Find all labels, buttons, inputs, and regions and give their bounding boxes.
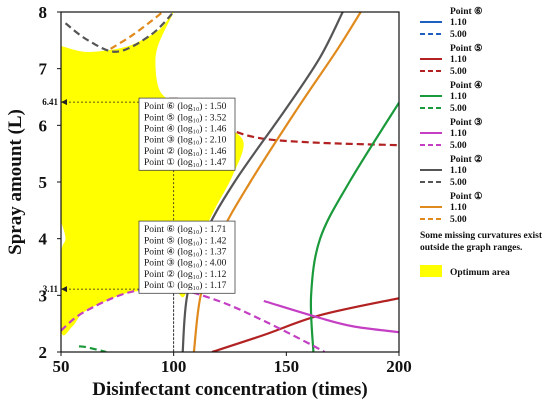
legend-style-label: 1.10 [450,55,467,65]
curve-series-5-dashed [64,12,175,53]
curve-series-5-solid [181,12,344,352]
legend-style-label: 1.10 [450,166,467,176]
annotation-line: Point ③ (log₁₀) : 2.10 [144,135,227,146]
annotation-line: Point ④ (log₁₀) : 1.37 [144,247,227,258]
legend-style-label: 5.00 [450,215,467,225]
annotation-line: Point ② (log₁₀) : 1.12 [144,269,227,280]
annotation-line: Point ① (log₁₀) : 1.17 [144,280,227,291]
legend-style-label: 5.00 [450,67,467,77]
legend-style-label: 5.00 [450,30,467,40]
curve-series-3-dashed [78,345,107,352]
annotation-line: Point ⑥ (log₁₀) : 1.50 [144,101,227,112]
y-tick-label-3: 3 [39,286,48,305]
annotation-line: Point ⑤ (log₁₀) : 1.42 [144,235,227,246]
legend-entry-title: Point ① [450,191,483,202]
annotation-line: Point ④ (log₁₀) : 1.46 [144,124,227,135]
legend-note-line: Some missing curvatures exist [420,231,543,241]
legend-optimum-swatch [420,265,442,277]
legend-style-label: 1.10 [450,203,467,213]
legend-entry-title: Point ③ [450,117,483,128]
x-tick-label-200: 200 [386,357,412,376]
legend-entry-title: Point ⑤ [450,43,483,54]
highlight-y-label-1: 6.41 [42,97,58,107]
y-tick-label-5: 5 [39,173,48,192]
x-tick-label-50: 50 [53,357,70,376]
annotation-line: Point ⑥ (log₁₀) : 1.71 [144,224,227,235]
legend-style-label: 1.10 [450,92,467,102]
curve-series-3-solid [309,102,399,352]
annotation-box-1 [138,97,236,171]
legend-style-label: 1.10 [450,18,467,28]
guide-arrow-1 [61,99,67,106]
curve-series-4-solid [263,299,399,334]
annotation-line: Point ① (log₁₀) : 1.47 [144,157,227,168]
legend-entry-title: Point ⑥ [450,6,483,17]
curve-series-2-solid [211,297,399,352]
legend-style-label: 5.00 [450,178,467,188]
annotation-box-2 [138,220,236,294]
tick-layer: 50 100 150 200 2 3 4 5 6 7 8 [39,3,412,376]
y-axis-label: Spray amount (L) [5,109,26,255]
y-tick-label-6: 6 [39,116,48,135]
guide-arrow-2 [61,286,67,293]
legend-style-label: 1.10 [450,129,467,139]
optimum-area-layer [61,12,244,336]
annotation-line: Point ⑤ (log₁₀) : 3.52 [144,112,227,123]
legend-optimum-label: Optimum area [450,268,510,278]
curve-series-6-dashed [110,12,164,50]
annotation-line: Point ② (log₁₀) : 1.46 [144,146,227,157]
y-tick-label-8: 8 [39,3,48,22]
highlight-y-label-2: 3.11 [43,284,59,294]
legend-note-line: outside the graph ranges. [420,243,522,253]
x-tick-label-150: 150 [274,357,300,376]
x-tick-label-100: 100 [161,357,187,376]
legend-entry-title: Point ④ [450,80,483,91]
optimum-area [61,12,244,336]
curve-series-6-solid [192,12,362,352]
y-tick-label-4: 4 [39,230,48,249]
legend-style-label: 5.00 [450,141,467,151]
legend-entry-title: Point ② [450,154,483,165]
y-tick-label-7: 7 [39,60,48,79]
legend-style-label: 5.00 [450,104,467,114]
x-axis-label: Disinfectant concentration (times) [92,379,367,400]
y-tick-label-2: 2 [39,343,48,362]
annotation-line: Point ③ (log₁₀) : 4.00 [144,258,227,269]
